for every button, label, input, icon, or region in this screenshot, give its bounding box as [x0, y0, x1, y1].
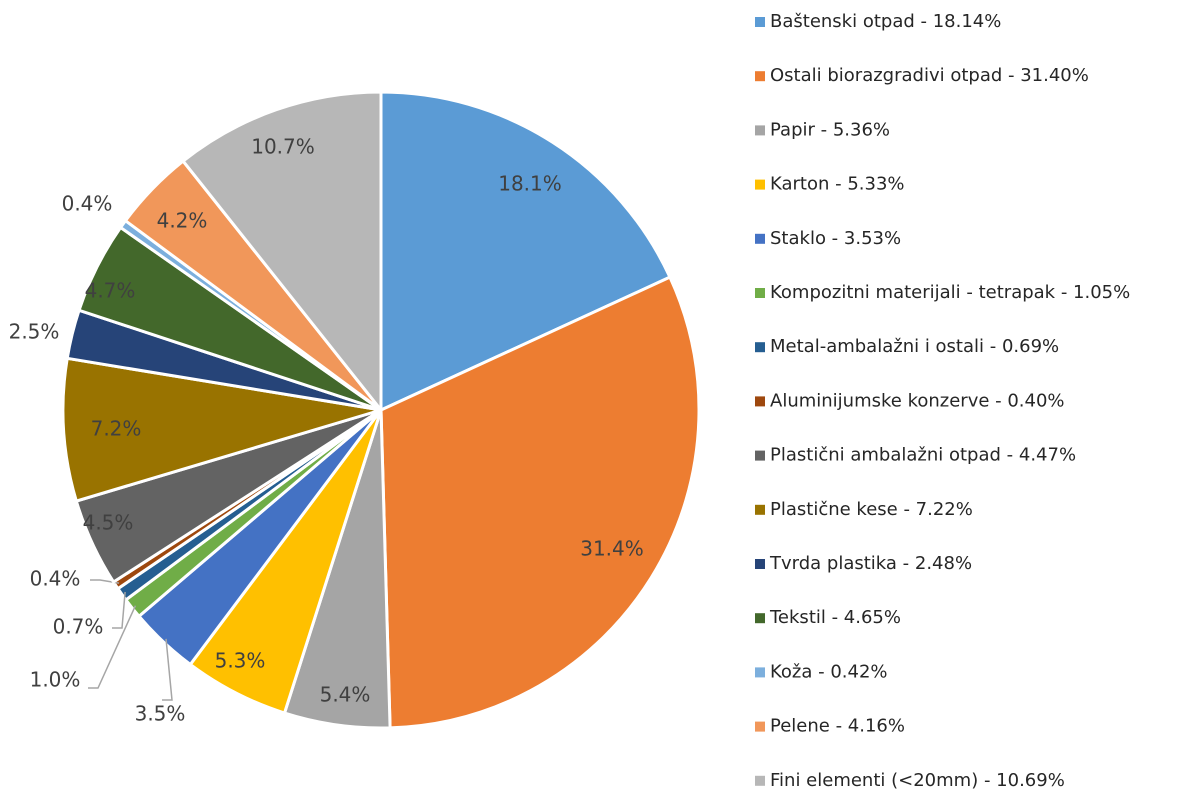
legend-swatch: [755, 721, 765, 732]
data-label: 7.2%: [91, 417, 142, 441]
data-label: 1.0%: [30, 668, 81, 692]
legend-label: Koža - 0.42%: [770, 661, 888, 682]
legend-label: Ostali biorazgradivi otpad - 31.40%: [770, 65, 1089, 86]
data-label: 0.7%: [53, 615, 104, 639]
data-label: 3.5%: [135, 702, 186, 726]
legend-label: Staklo - 3.53%: [770, 228, 901, 249]
data-label: 31.4%: [580, 537, 644, 561]
legend-label: Pelene - 4.16%: [770, 716, 905, 737]
data-label: 18.1%: [498, 172, 562, 196]
legend-swatch: [755, 288, 765, 298]
data-label: 2.5%: [9, 320, 60, 344]
legend-swatch: [755, 559, 765, 569]
leader-line: [162, 638, 173, 701]
legend-swatch: [755, 396, 765, 407]
legend-label: Tekstil - 4.65%: [769, 607, 901, 628]
data-label: 5.3%: [215, 649, 266, 673]
legend-label: Papir - 5.36%: [770, 119, 890, 140]
legend-swatch: [755, 667, 765, 678]
legend-label: Metal-ambalažni i ostali - 0.69%: [770, 336, 1059, 357]
pie-slice: [379, 275, 701, 730]
pie-slice: [379, 90, 672, 413]
leader-line: [88, 605, 137, 689]
legend-swatch: [755, 71, 765, 82]
legend-label: Baštenski otpad - 18.14%: [770, 11, 1001, 32]
legend-swatch: [755, 613, 765, 624]
legend-swatch: [755, 179, 765, 190]
data-label: 4.5%: [83, 511, 134, 535]
data-label: 5.4%: [320, 683, 371, 707]
data-label: 0.4%: [62, 192, 113, 216]
pie-slice: [180, 90, 383, 415]
legend-label: Kompozitni materijali - tetrapak - 1.05%: [770, 282, 1130, 303]
legend-label: Aluminijumske konzerve - 0.40%: [770, 390, 1065, 411]
legend-swatch: [755, 504, 765, 515]
legend-label: Plastične kese - 7.22%: [770, 499, 973, 520]
data-label: 10.7%: [251, 135, 315, 159]
legend-swatch: [755, 17, 765, 27]
data-label: 0.4%: [30, 567, 81, 591]
legend-label: Tvrda plastika - 2.48%: [769, 553, 972, 574]
legend-swatch: [755, 775, 765, 786]
legend-label: Plastični ambalažni otpad - 4.47%: [770, 445, 1076, 466]
leader-line: [112, 591, 126, 629]
legend-swatch: [755, 125, 765, 136]
legend-swatch: [755, 233, 765, 244]
legend-label: Fini elementi (<20mm) - 10.69%: [770, 770, 1065, 791]
legend-swatch: [755, 450, 765, 461]
pie-slice: [61, 356, 382, 503]
legend-swatch: [755, 342, 765, 353]
data-label: 4.2%: [157, 209, 208, 233]
data-label: 4.7%: [85, 279, 136, 303]
legend-label: Karton - 5.33%: [770, 174, 905, 195]
